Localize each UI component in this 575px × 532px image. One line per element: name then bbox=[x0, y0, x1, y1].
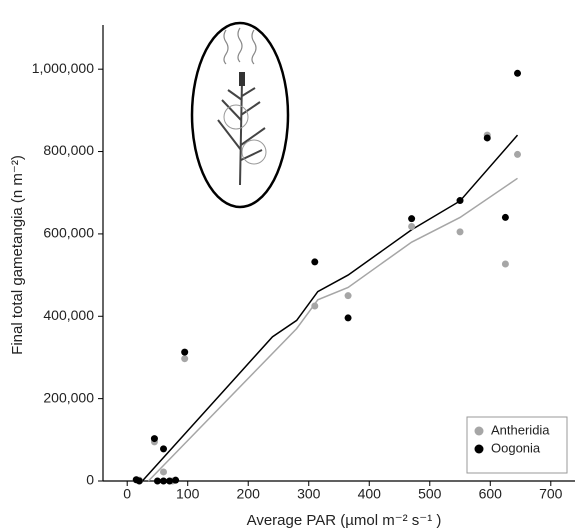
point bbox=[166, 477, 174, 485]
point bbox=[408, 222, 416, 230]
fit-line bbox=[147, 177, 518, 482]
y-tick-label: 0 bbox=[86, 472, 94, 488]
x-tick-label: 100 bbox=[176, 486, 200, 502]
point bbox=[408, 215, 416, 223]
legend-label: Antheridia bbox=[491, 422, 550, 437]
x-tick-label: 600 bbox=[479, 486, 503, 502]
x-tick-label: 300 bbox=[297, 486, 321, 502]
point bbox=[514, 150, 522, 158]
y-tick-label: 600,000 bbox=[43, 225, 94, 241]
x-tick-label: 0 bbox=[123, 486, 131, 502]
y-tick-label: 1,000,000 bbox=[32, 60, 94, 76]
legend-marker bbox=[474, 426, 484, 436]
point bbox=[501, 260, 509, 268]
point bbox=[160, 468, 168, 476]
x-axis-label: Average PAR (µmol m⁻² s⁻¹ ) bbox=[247, 512, 442, 529]
point bbox=[172, 476, 180, 484]
illustration bbox=[190, 21, 290, 209]
point bbox=[456, 197, 464, 205]
point bbox=[181, 348, 189, 356]
point bbox=[160, 477, 168, 485]
point bbox=[344, 292, 352, 300]
legend-label: Oogonia bbox=[491, 440, 541, 455]
y-axis-label: Final total gametangia (n m⁻²) bbox=[9, 155, 26, 355]
point bbox=[501, 213, 509, 221]
point bbox=[181, 355, 189, 363]
y-tick-label: 400,000 bbox=[43, 307, 94, 323]
point bbox=[456, 228, 464, 236]
fit-line bbox=[141, 134, 519, 482]
x-tick-label: 700 bbox=[539, 486, 563, 502]
point bbox=[135, 477, 143, 485]
point bbox=[160, 445, 168, 453]
legend-marker bbox=[474, 444, 484, 454]
point bbox=[514, 69, 522, 77]
x-tick-label: 400 bbox=[358, 486, 382, 502]
point bbox=[483, 134, 491, 142]
legend-box bbox=[466, 416, 568, 474]
point bbox=[344, 314, 352, 322]
point bbox=[153, 477, 161, 485]
point bbox=[311, 302, 319, 310]
x-tick-label: 200 bbox=[237, 486, 261, 502]
y-tick-label: 800,000 bbox=[43, 142, 94, 158]
point bbox=[311, 258, 319, 266]
point bbox=[150, 435, 158, 443]
x-tick-label: 500 bbox=[418, 486, 442, 502]
y-tick-label: 200,000 bbox=[43, 389, 94, 405]
